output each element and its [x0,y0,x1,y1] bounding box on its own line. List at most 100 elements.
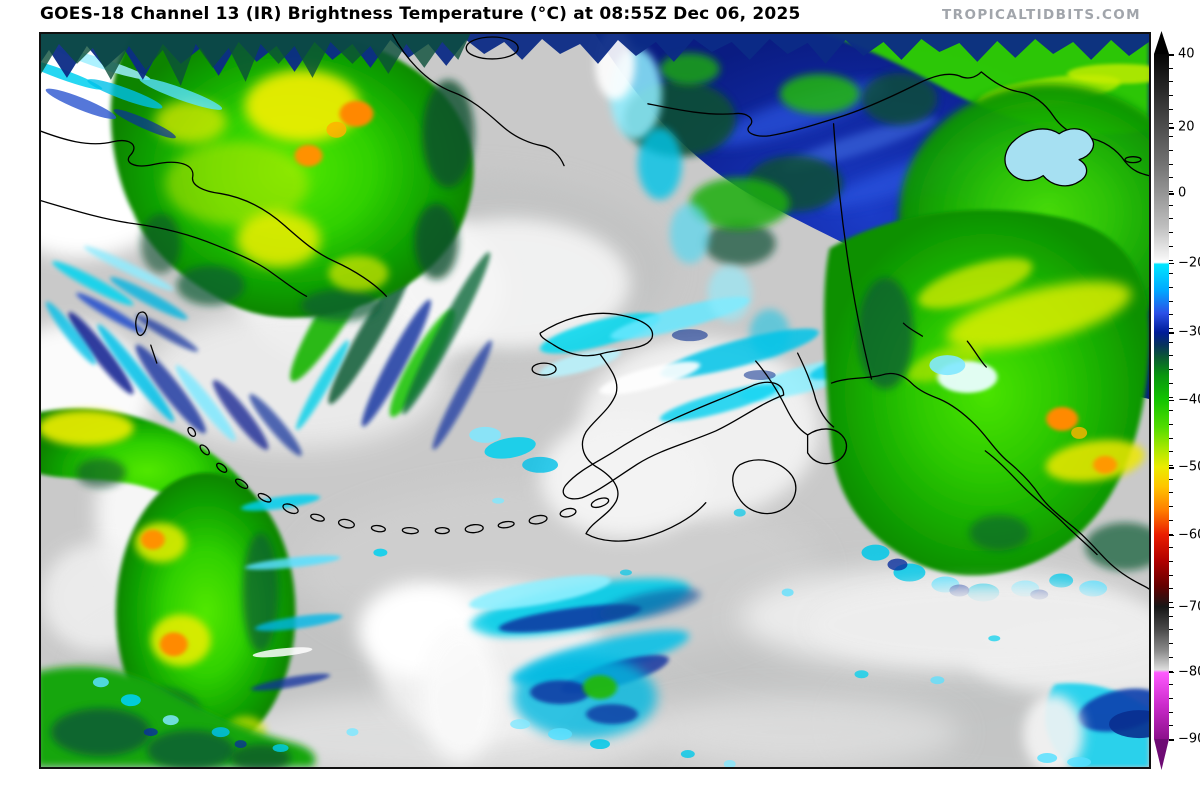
colorbar-minor-tick [1169,136,1173,138]
top-left-storm [41,34,492,456]
island-nunivak [531,362,557,376]
colorbar-minor-tick [1169,232,1173,234]
colorbar-minor-tick [1169,615,1173,617]
colorbar-major-tick [1169,332,1174,334]
colorbar-tick-label: −70 [1178,599,1200,615]
colorbar-major-tick [1169,399,1174,402]
colorbar-minor-tick [1169,108,1173,110]
colorbar-major-tick [1169,127,1174,129]
colorbar-minor-tick [1169,149,1173,151]
colorbar-minor-tick [1169,286,1173,288]
colorbar-bar [1154,54,1169,739]
colorbar-minor-tick [1169,519,1173,521]
colorbar: 40 20 0 −20 −30 −40 −50 −60 −70 −80 −90 [1154,31,1200,773]
colorbar-minor-tick [1169,314,1173,316]
coast-alaska-peninsula [562,381,785,500]
colorbar-minor-tick [1169,670,1173,672]
colorbar-minor-tick [1169,588,1173,590]
colorbar-arrow-up [1154,31,1169,54]
colorbar-minor-tick [1169,478,1173,480]
colorbar-minor-tick [1169,81,1173,83]
coast-west-alaska [581,353,707,542]
colorbar-minor-tick [1169,328,1173,329]
colorbar-minor-tick [1169,451,1173,453]
colorbar-minor-tick [1169,273,1173,275]
colorbar-minor-tick [1169,437,1173,439]
satellite-imagery [41,34,1149,767]
coast-panhandle-islands [984,450,1098,556]
colorbar-minor-tick [1169,300,1173,302]
colorbar-minor-tick [1169,629,1173,631]
colorbar-minor-tick [1169,684,1173,686]
page-title: GOES-18 Channel 13 (IR) Brightness Tempe… [40,4,801,24]
colorbar-minor-tick [1169,355,1173,357]
coast-cook-inlet-east [796,352,835,428]
colorbar-major-tick [1169,606,1174,609]
colorbar-minor-tick [1169,410,1173,412]
coast-chukotka-north [41,130,388,297]
colorbar-tick-label: −80 [1178,664,1200,680]
island-dash [150,344,158,364]
colorbar-minor-tick [1169,396,1173,398]
colorbar-tick-label: −30 [1178,324,1200,340]
colorbar-tick-label: −60 [1178,527,1200,543]
colorbar-minor-tick [1169,245,1173,247]
colorbar-minor-tick [1169,191,1173,192]
colorbar-minor-tick [1169,643,1173,645]
colorbar-major-tick [1169,262,1174,265]
colorbar-minor-tick [1169,465,1173,466]
colorbar-minor-tick [1169,656,1173,658]
colorbar-tick-label: 20 [1178,119,1195,135]
island-kodiak [732,459,797,515]
arctic-islet [1124,156,1142,164]
colorbar-minor-tick [1169,506,1173,508]
satellite-map [39,32,1151,769]
colorbar-minor-tick [1169,382,1173,384]
colorbar-minor-tick [1169,177,1173,179]
arctic-island [1004,128,1095,187]
bottom-left-cold-mass [41,666,316,767]
coast-cook-inlet-west [755,360,809,436]
colorbar-minor-tick [1169,711,1173,713]
scattered-cloud-specks [346,497,1001,767]
coastlines [41,34,1149,590]
colorbar-minor-tick [1169,533,1173,535]
colorbar-minor-tick [1169,547,1173,549]
arrow-down-shape [1154,739,1169,770]
colorbar-minor-tick [1169,341,1173,343]
arrow-up-shape [1154,31,1169,54]
island-st-lawrence [465,36,519,60]
colorbar-tick-label: 0 [1178,185,1187,201]
colorbar-major-tick [1169,467,1174,469]
colorbar-minor-tick [1169,423,1173,425]
watermark-tropicaltidbits: TROPICALTIDBITS.COM [942,7,1141,23]
colorbar-minor-tick [1169,697,1173,699]
colorbar-minor-tick [1169,602,1173,603]
bottom-right-cyan-blob [1023,683,1149,767]
coast-kenai [806,428,848,465]
colorbar-minor-tick [1169,492,1173,494]
scan-edge-jagged-top [41,34,1149,86]
colorbar-major-tick [1169,193,1174,195]
colorbar-minor-tick [1169,204,1173,206]
aleutian-islands [187,426,610,535]
colorbar-tick-label: −40 [1178,392,1200,408]
colorbar-tick-label: −90 [1178,731,1200,747]
colorbar-minor-tick [1169,259,1173,261]
coast-gulf-of-alaska [830,372,1149,590]
island-sliver [135,311,148,337]
colorbar-minor-tick [1169,725,1173,727]
colorbar-minor-tick [1169,560,1173,562]
gulf-of-alaska-storm [809,209,1149,665]
border-141w [832,123,873,380]
bottom-center-low [358,575,701,763]
colorbar-arrow-down [1154,739,1169,770]
coast-chukotka-south [41,200,308,297]
colorbar-minor-tick [1169,163,1173,165]
colorbar-major-tick [1169,739,1174,741]
colorbar-minor-tick [1169,574,1173,576]
colorbar-tick-label: −20 [1178,255,1200,271]
colorbar-minor-tick [1169,67,1173,69]
coast-seward-peninsula [539,312,654,357]
